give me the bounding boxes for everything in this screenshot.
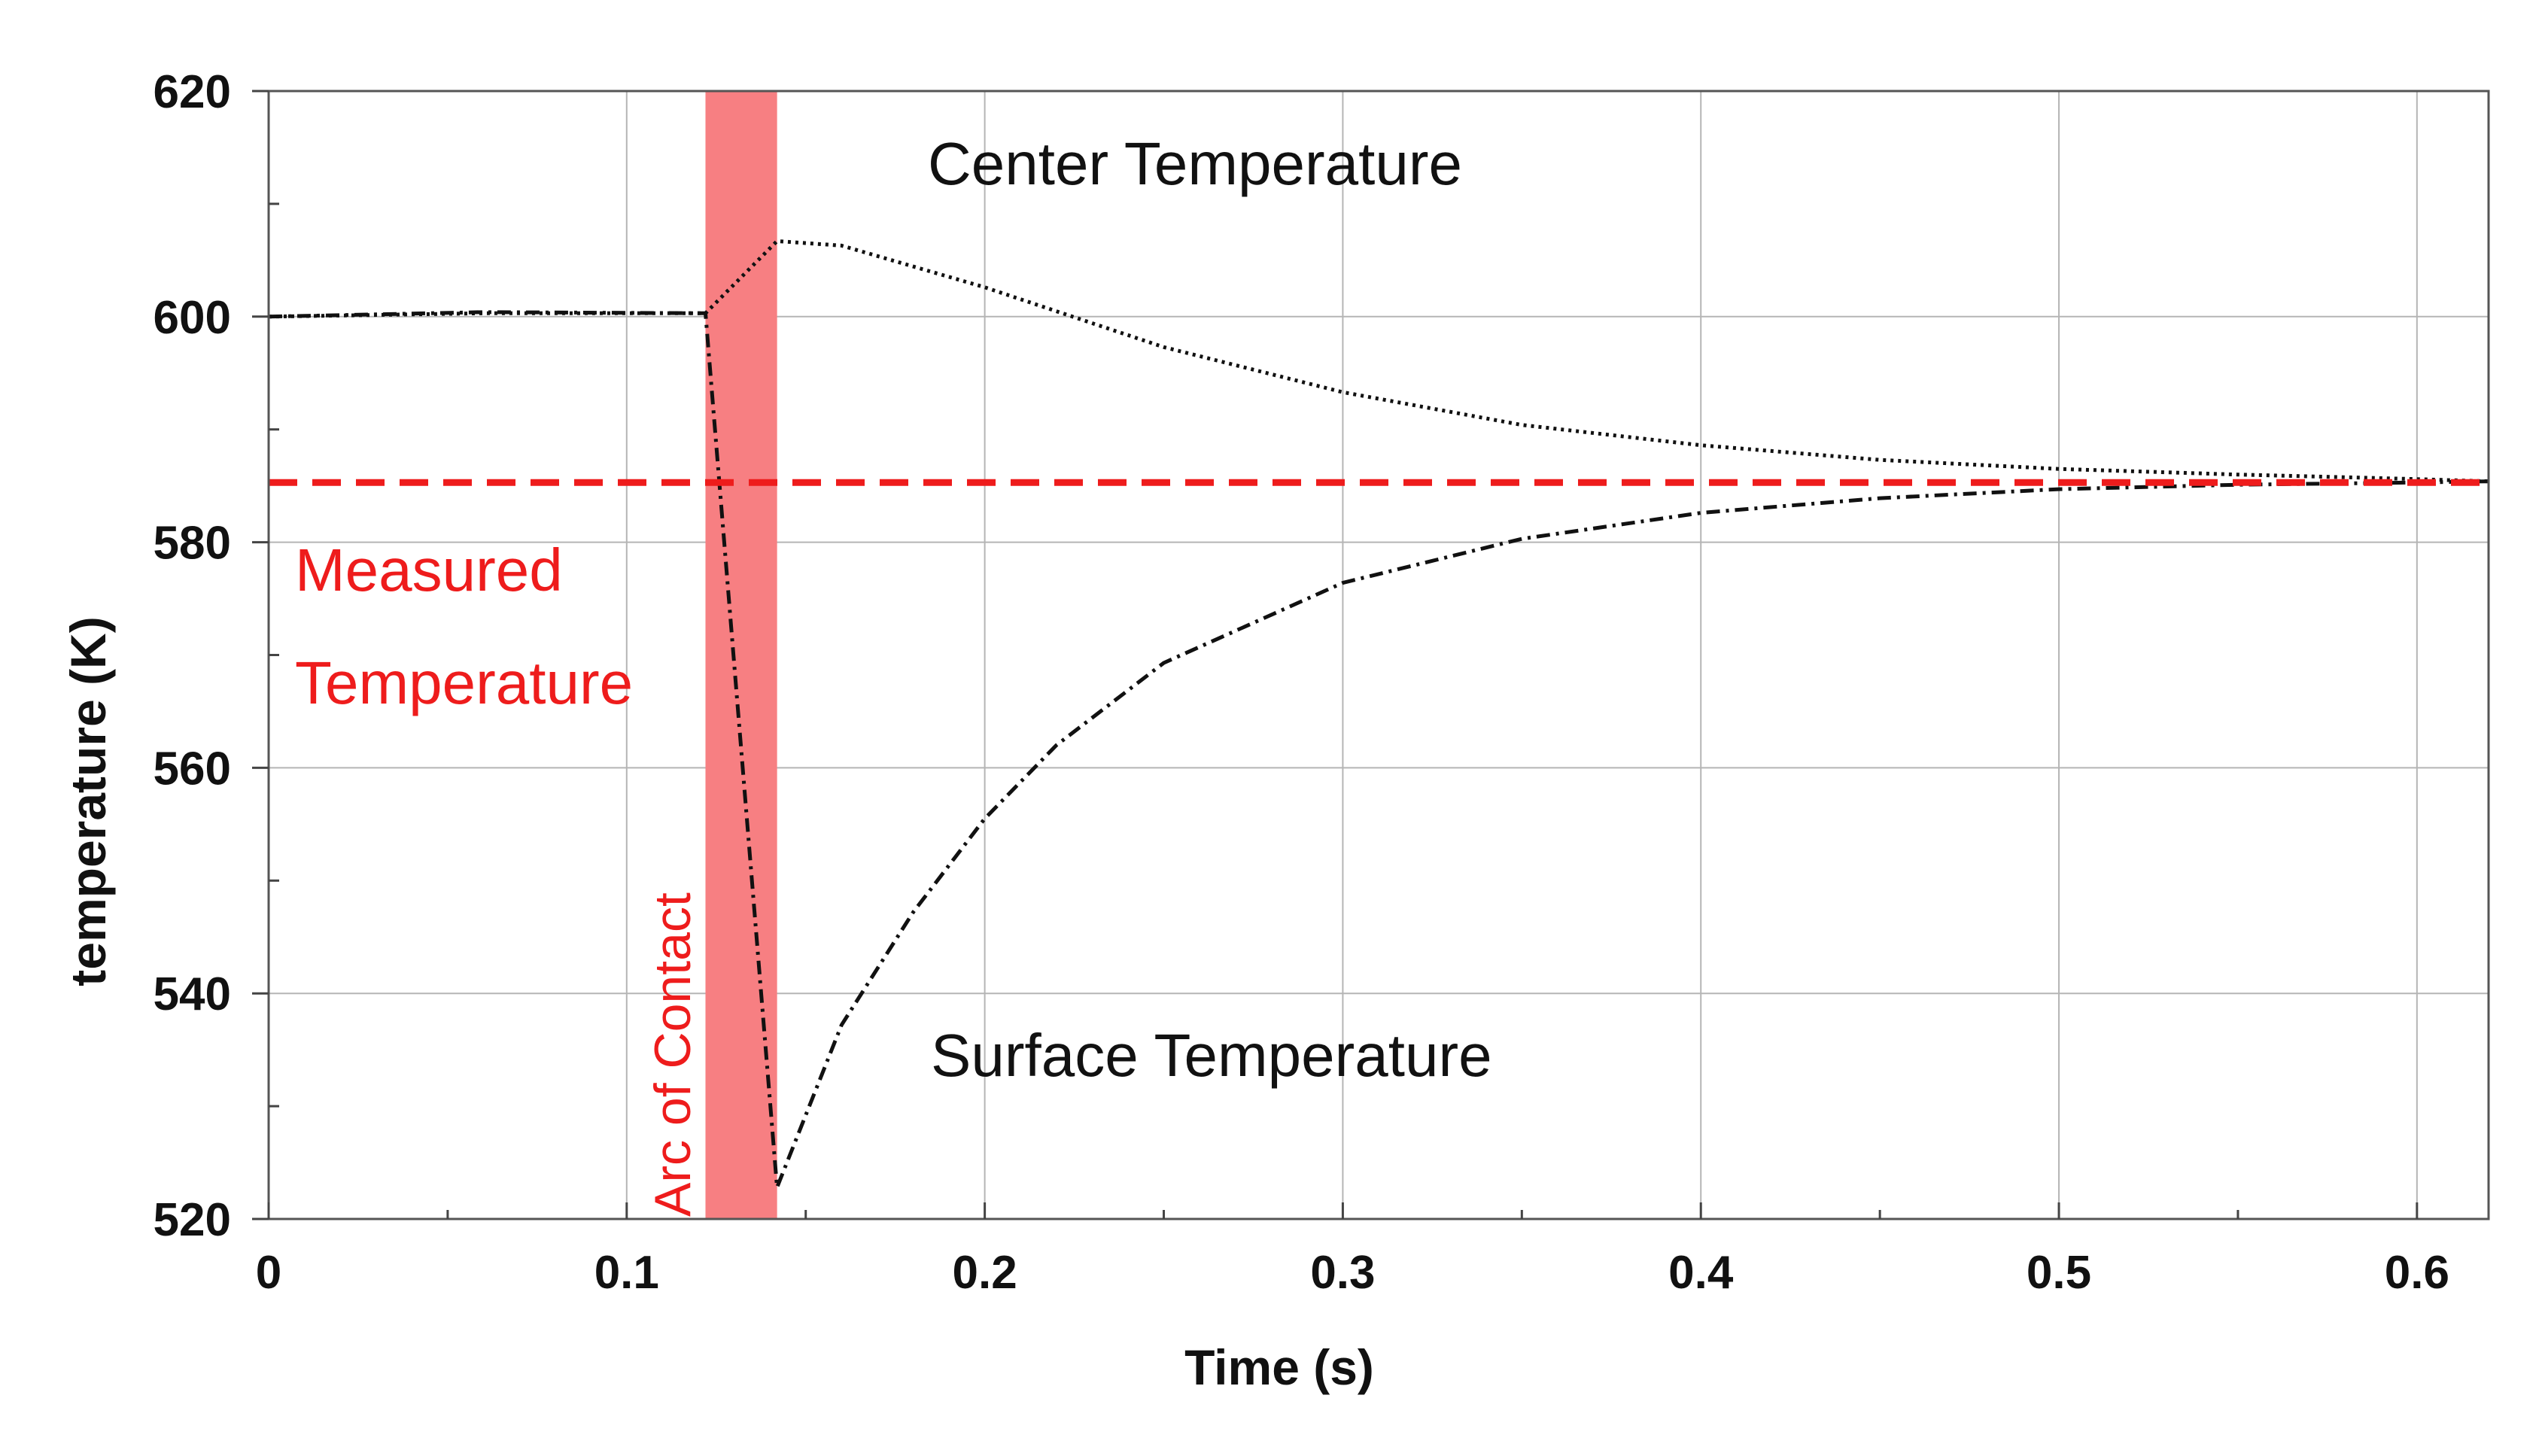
surface-temperature-label: Surface Temperature xyxy=(931,1022,1492,1089)
x-tick-label: 0.4 xyxy=(1668,1247,1734,1299)
x-tick-label: 0.3 xyxy=(1310,1247,1375,1299)
x-tick-label: 0.1 xyxy=(594,1247,659,1299)
y-tick-label: 620 xyxy=(154,66,231,118)
series-surface-temperature xyxy=(268,310,2489,1190)
grid-lines xyxy=(269,91,2489,1219)
x-tick-label: 0.5 xyxy=(2027,1247,2091,1299)
y-tick-label: 540 xyxy=(154,968,231,1020)
measured-temperature-label-line1: Measured xyxy=(295,537,563,603)
y-tick-label: 580 xyxy=(154,518,231,570)
x-tick-label: 0.2 xyxy=(953,1247,1017,1299)
arc-of-contact-label: Arc of Contact xyxy=(644,892,701,1217)
axis-ticks: 0 0.1 0.2 0.3 0.4 0.5 0.6 520 540 560 580 600 620 xyxy=(154,66,2449,1299)
x-tick-label: 0 xyxy=(256,1247,281,1299)
series-lines xyxy=(268,239,2489,1190)
series-center-temperature xyxy=(268,239,2489,484)
y-tick-label: 560 xyxy=(154,743,231,795)
y-tick-label: 520 xyxy=(154,1194,231,1246)
x-tick-label: 0.6 xyxy=(2385,1247,2449,1299)
center-temperature-label: Center Temperature xyxy=(928,130,1462,197)
measured-temperature-label-line2: Temperature xyxy=(295,649,633,716)
y-tick-label: 600 xyxy=(154,292,231,344)
x-axis-title: Time (s) xyxy=(1184,1339,1374,1395)
y-axis-title: temperature (K) xyxy=(60,616,116,986)
